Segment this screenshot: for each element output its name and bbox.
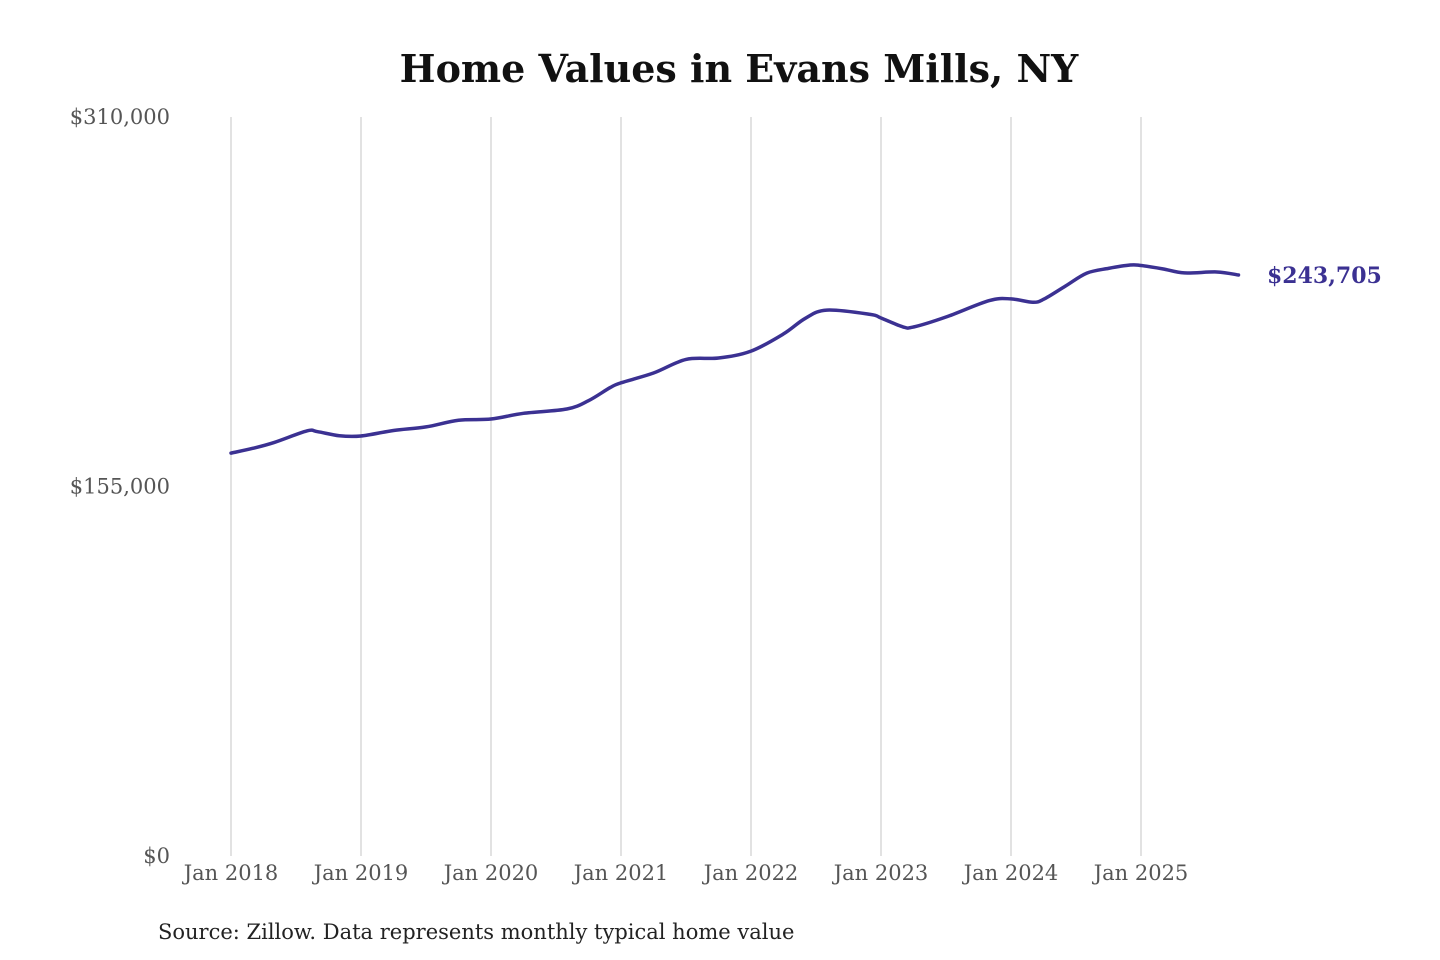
x-tick-label: Jan 2023	[832, 861, 929, 885]
y-tick-label: $0	[143, 844, 170, 868]
y-axis: $0 $155,000 $310,000	[70, 105, 170, 868]
y-tick-label: $310,000	[70, 105, 170, 129]
x-tick-label: Jan 2024	[962, 861, 1059, 885]
x-tick-label: Jan 2018	[182, 861, 279, 885]
x-tick-label: Jan 2019	[312, 861, 409, 885]
x-tick-label: Jan 2025	[1092, 861, 1189, 885]
source-note: Source: Zillow. Data represents monthly …	[158, 920, 794, 944]
series	[229, 263, 1241, 455]
gridlines	[230, 117, 1142, 856]
x-tick-label: Jan 2021	[572, 861, 669, 885]
x-axis: Jan 2018 Jan 2019 Jan 2020 Jan 2021 Jan 2022…	[182, 861, 1189, 885]
home-value-line	[229, 263, 1241, 455]
x-tick-label: Jan 2020	[442, 861, 539, 885]
y-tick-label: $155,000	[70, 475, 170, 499]
chart-title: Home Values in Evans Mills, NY	[400, 46, 1080, 91]
end-value-label: $243,705	[1267, 263, 1382, 289]
x-tick-label: Jan 2022	[702, 861, 799, 885]
